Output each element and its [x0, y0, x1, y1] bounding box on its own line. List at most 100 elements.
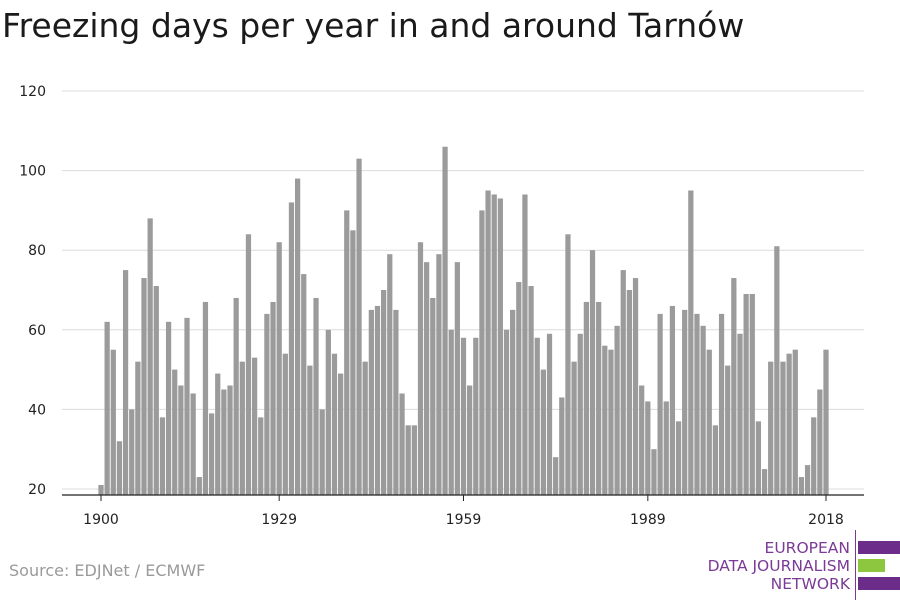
bar [436, 254, 442, 495]
bar [159, 417, 166, 495]
bar [626, 290, 633, 495]
bar [737, 333, 743, 495]
bar [596, 301, 602, 495]
bar [264, 313, 270, 495]
bar [135, 361, 141, 495]
bar [546, 333, 553, 495]
bar [602, 345, 608, 495]
y-tick-label: 60 [28, 323, 46, 339]
bar [651, 449, 657, 495]
bar [184, 317, 190, 495]
bar [338, 373, 344, 495]
logo-bar-green [858, 559, 885, 572]
bar [761, 469, 768, 495]
bar [313, 297, 319, 495]
bar [362, 361, 368, 495]
bar [743, 293, 749, 495]
bar [565, 234, 571, 495]
bar [725, 365, 731, 495]
bar [473, 337, 479, 495]
x-tick-label: 1900 [83, 512, 119, 528]
bar [712, 425, 719, 495]
bar [755, 421, 762, 495]
bar [110, 349, 116, 495]
bar [620, 270, 626, 495]
bar [424, 262, 430, 495]
bar [270, 301, 276, 495]
bar [540, 369, 546, 495]
bar [669, 305, 676, 495]
bars [98, 146, 829, 496]
bar [780, 361, 786, 495]
bar [804, 465, 811, 495]
bar [276, 242, 282, 495]
bar [301, 274, 307, 495]
bar [387, 254, 393, 495]
edjnet-logo[interactable]: EUROPEAN DATA JOURNALISM NETWORK [700, 530, 900, 600]
bar [454, 262, 460, 495]
bar [251, 357, 258, 495]
bar [233, 297, 239, 495]
bar [497, 198, 503, 495]
bar [202, 301, 209, 495]
x-tick-label: 1959 [446, 512, 482, 528]
bar [811, 417, 817, 495]
bar [589, 250, 596, 495]
bar [227, 385, 233, 495]
bar [675, 421, 682, 495]
bar-chart: 20 40 60 80 100 120 1900 1929 1959 1989 2018 [19, 84, 864, 528]
bar [282, 353, 288, 495]
bar [405, 425, 411, 495]
bar [663, 401, 669, 495]
bar [639, 385, 645, 495]
bar [221, 389, 227, 495]
bar [122, 270, 129, 495]
bar [331, 353, 338, 495]
bar [614, 325, 620, 495]
bar [356, 158, 362, 495]
bar [153, 286, 159, 495]
bar [430, 297, 436, 495]
bar [190, 393, 196, 495]
bar [694, 313, 700, 495]
bar [344, 210, 350, 495]
bar [172, 369, 178, 495]
chart-title: Freezing days per year in and around Tar… [2, 6, 745, 45]
bar [116, 441, 123, 495]
bar [823, 349, 829, 495]
bar [485, 190, 491, 495]
bar [792, 349, 798, 495]
bar [577, 333, 583, 495]
bar [516, 282, 522, 495]
bar [374, 305, 381, 495]
bar [798, 477, 805, 495]
logo-divider [855, 530, 856, 600]
bar [467, 385, 473, 495]
bar [559, 397, 565, 495]
bar [350, 230, 356, 496]
bar [196, 477, 202, 495]
bar [706, 349, 712, 495]
bar [682, 309, 688, 495]
x-tick-label: 2018 [808, 512, 844, 528]
bar [399, 393, 405, 495]
bar [239, 361, 245, 495]
bar [258, 417, 264, 495]
x-tick-label: 1929 [261, 512, 297, 528]
bar [718, 313, 725, 495]
logo-line-network: NETWORK [770, 575, 850, 593]
bar [141, 278, 147, 495]
bar [657, 313, 663, 495]
bar [632, 278, 639, 495]
bar [294, 178, 301, 495]
bar [307, 365, 313, 495]
bar [393, 309, 399, 495]
bar [583, 301, 589, 495]
bar [786, 353, 792, 495]
bar [645, 401, 651, 495]
bar [553, 457, 559, 495]
bar [381, 290, 387, 495]
x-tick-label: 1989 [630, 512, 666, 528]
bar [319, 409, 325, 495]
logo-line-data-journalism: DATA JOURNALISM [707, 557, 850, 575]
